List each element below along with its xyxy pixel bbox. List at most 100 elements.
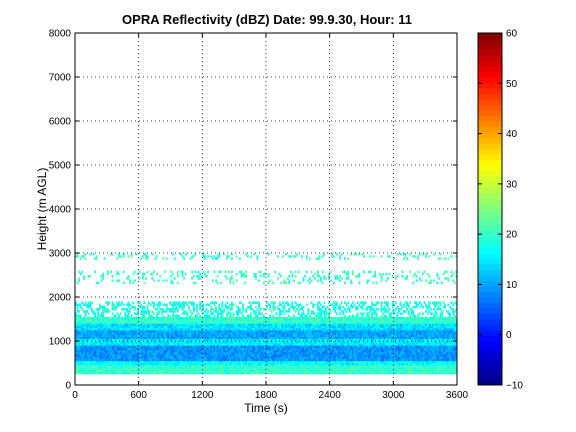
heatmap-cell-1280 <box>202 360 205 364</box>
heatmap-cell-2729 <box>216 347 219 351</box>
heatmap-cell-3401 <box>140 341 143 344</box>
heatmap-cell-2751 <box>251 347 254 351</box>
heatmap-cell-1407 <box>404 360 407 364</box>
heatmap-cell-3215 <box>226 343 229 346</box>
heatmap-cell-2831 <box>379 347 381 351</box>
heatmap-cell-4266 <box>371 334 373 337</box>
heatmap-cell-1723 <box>143 356 146 359</box>
heatmap-cell-228 <box>437 371 440 375</box>
heatmap-cell-1957 <box>133 354 136 357</box>
heatmap-cell-4874 <box>192 327 195 331</box>
heatmap-cell-2883 <box>79 345 82 348</box>
heatmap-cell-4239 <box>328 334 330 337</box>
heatmap-cell-574 <box>224 367 227 370</box>
heatmap-cell-1013 <box>159 363 162 366</box>
heatmap-cell-2537 <box>293 349 295 353</box>
heatmap-cell-682 <box>396 367 399 370</box>
heatmap-cell-1750 <box>186 356 189 359</box>
heatmap-cell-177 <box>356 371 359 375</box>
heatmap-cell-1481 <box>140 358 143 362</box>
heatmap-cell-883 <box>334 365 337 368</box>
heatmap-cell-1613 <box>350 358 353 362</box>
heatmap-cell-4604 <box>145 330 147 333</box>
heatmap-cell-2758 <box>262 347 265 351</box>
heatmap-cell-2900 <box>106 345 109 348</box>
heatmap-cell-3419 <box>168 341 171 344</box>
heatmap-cell-548 <box>183 367 186 370</box>
heatmap-cell-3848 <box>87 336 90 340</box>
heatmap-cell-1547 <box>245 358 248 362</box>
heatmap-cell-2188 <box>119 352 122 355</box>
heatmap-cell-2701 <box>172 347 174 351</box>
heatmap-cell-724 <box>81 365 84 368</box>
heatmap-cell-4650 <box>218 330 221 333</box>
heatmap-cell-2955 <box>194 345 197 348</box>
heatmap-cell-2254 <box>224 352 227 355</box>
heatmap-cell-11 <box>92 371 95 375</box>
heatmap-cell-129 <box>280 371 283 375</box>
heatmap-cell-1936 <box>100 354 103 357</box>
heatmap-cell-909 <box>375 365 378 368</box>
heatmap-cell-3753 <box>318 338 321 342</box>
heatmap-cell-1647 <box>404 358 407 362</box>
heatmap-cell-4713 <box>318 330 321 333</box>
heatmap-cell-1261 <box>172 360 174 364</box>
heatmap-cell-3790 <box>377 338 380 342</box>
heatmap-cell-3037 <box>324 345 327 348</box>
heatmap-cell-3461 <box>235 341 238 344</box>
heatmap-cell-4026 <box>371 336 373 340</box>
heatmap-cell-336 <box>227 369 230 373</box>
heatmap-cell-73 <box>191 371 194 375</box>
heatmap-cell-2226 <box>180 352 182 355</box>
heatmap-cell-2383 <box>429 352 432 355</box>
heatmap-cell-1995 <box>194 354 197 357</box>
heatmap-cell-257 <box>102 369 104 373</box>
heatmap-cell-1048 <box>215 363 217 366</box>
heatmap-cell-2157 <box>452 354 455 357</box>
heatmap-cell-3189 <box>184 343 187 346</box>
heatmap-cell-3139 <box>105 343 108 346</box>
heatmap-cell-3389 <box>121 341 124 344</box>
heatmap-cell-4868 <box>183 327 186 331</box>
heatmap-cell-2390 <box>441 352 443 355</box>
heatmap-cell-3464 <box>240 341 243 344</box>
heatmap-cell-4373 <box>159 332 162 335</box>
heatmap-cell-840 <box>266 365 268 368</box>
heatmap-cell-3010 <box>281 345 284 348</box>
heatmap-cell-2468 <box>183 349 186 353</box>
heatmap-cell-4587 <box>117 330 120 333</box>
heatmap-cell-970 <box>90 363 93 366</box>
heatmap-cell-614 <box>288 367 291 370</box>
heatmap-cell-3246 <box>275 343 278 346</box>
heatmap-cell-159 <box>328 371 330 375</box>
heatmap-cell-4106 <box>116 334 119 337</box>
heatmap-cell-4962 <box>332 327 335 331</box>
heatmap-cell-1082 <box>269 363 272 366</box>
heatmap-cell-4884 <box>208 327 211 331</box>
heatmap-cell-3271 <box>315 343 318 346</box>
heatmap-cell-522 <box>141 367 144 370</box>
heatmap-cell-2623 <box>429 349 432 353</box>
heatmap-cell-847 <box>277 365 280 368</box>
heatmap-cell-249 <box>89 369 92 373</box>
heatmap-cell-372 <box>285 369 287 373</box>
heatmap-cell-429 <box>375 369 378 373</box>
heatmap-cell-563 <box>207 367 209 370</box>
heatmap-cell-1463 <box>111 358 114 362</box>
heatmap-cell-2881 <box>76 345 79 348</box>
heatmap-cell-4516 <box>386 332 389 335</box>
heatmap-cell-2958 <box>199 345 202 348</box>
heatmap-cell-2957 <box>197 345 200 348</box>
heatmap-cell-1988 <box>183 354 186 357</box>
heatmap-cell-903 <box>366 365 369 368</box>
heatmap-cell-3446 <box>211 341 214 344</box>
heatmap-cell-3806 <box>402 338 405 342</box>
heatmap-cell-4790 <box>441 330 443 333</box>
heatmap-cell-1634 <box>383 358 386 362</box>
heatmap-cell-535 <box>162 367 165 370</box>
heatmap-cell-791 <box>188 365 190 368</box>
heatmap-cell-1744 <box>176 356 179 359</box>
heatmap-cell-4661 <box>235 330 238 333</box>
heatmap-cell-2620 <box>425 349 428 353</box>
heatmap-cell-3462 <box>237 341 240 344</box>
